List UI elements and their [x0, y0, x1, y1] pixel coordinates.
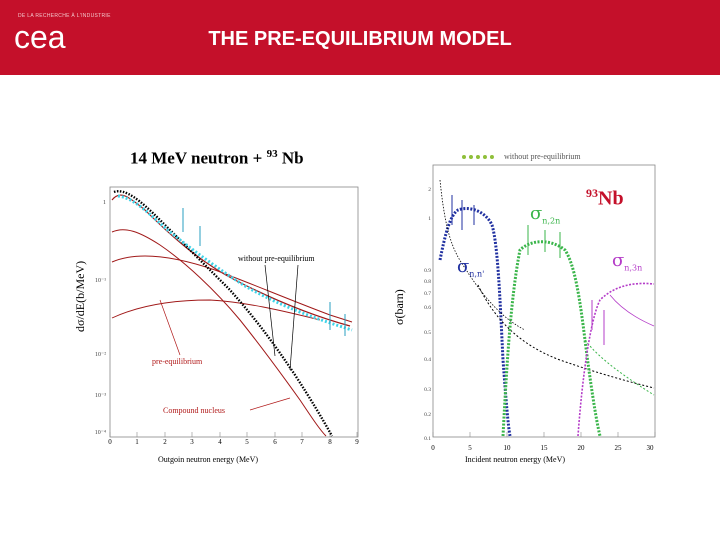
left-ytick-3: 10⁻³: [95, 393, 106, 399]
right-x-ticks: [432, 432, 656, 437]
right-xtick-1: 5: [468, 444, 472, 452]
right-data-errorbars-blue: [451, 195, 475, 230]
right-plot-legend: without pre-equilibrium: [462, 152, 581, 161]
right-xtick-2: 10: [504, 444, 512, 452]
label-sigma-n2n: σn,2n: [530, 203, 560, 226]
left-xtick-5: 5: [245, 438, 249, 446]
right-curve-n2n-green: [501, 240, 602, 437]
right-ytick-2: 0.9: [424, 268, 431, 274]
left-ytick-1: 10⁻¹: [95, 278, 106, 284]
left-x-ticks: [109, 432, 358, 437]
right-curve-n3n-magenta-thin: [609, 294, 655, 327]
left-ytick-0: 1: [103, 200, 106, 206]
page-title: THE PRE-EQUILIBRIUM MODEL: [208, 28, 512, 50]
right-y-tick-labels: 2 1 0.9 0.8 0.7 0.6 0.5 0.4 0.3 0.2 0.1: [424, 187, 431, 442]
left-x-tick-labels: 0 1 2 3 4 5 6 7 8 9: [108, 438, 359, 446]
left-data-errorbars: [182, 208, 346, 336]
right-x-tick-labels: 0 5 10 15 20 25 30: [431, 444, 654, 452]
right-ytick-1: 1: [428, 216, 431, 222]
nucleus-symbol: Nb: [598, 187, 624, 210]
logo-text: cea: [14, 22, 66, 54]
left-ytick-4: 10⁻⁴: [95, 430, 106, 436]
nucleus-label: 93Nb: [586, 186, 624, 211]
right-ytick-10: 0.1: [424, 436, 431, 442]
header-bar: DE LA RECHERCHE À L'INDUSTRIE cea THE PR…: [0, 0, 720, 75]
left-xtick-9: 9: [355, 438, 359, 446]
left-curve-compound: [111, 229, 327, 437]
right-xtick-4: 20: [578, 444, 586, 452]
left-xtick-0: 0: [108, 438, 112, 446]
left-curve-pre-eq: [111, 255, 353, 323]
left-plot-title-element: Nb: [277, 148, 304, 168]
right-xtick-5: 25: [615, 444, 623, 452]
right-curve-nn-blue: [438, 207, 512, 437]
nucleus-mass: 93: [586, 186, 598, 200]
logo-tagline: DE LA RECHERCHE À L'INDUSTRIE: [18, 13, 111, 19]
right-ytick-3: 0.8: [424, 279, 431, 285]
left-y-tick-labels: 1 10⁻¹ 10⁻² 10⁻³ 10⁻⁴: [95, 200, 106, 436]
right-curve-n2n-green-thin: [584, 339, 655, 396]
left-curve-low: [111, 299, 321, 321]
left-xtick-1: 1: [135, 438, 139, 446]
cea-logo: cea: [14, 22, 66, 54]
label-n3n-sub: n,3n: [624, 263, 643, 273]
right-data-errorbars-green: [527, 225, 561, 258]
right-plot-ylabel: σ(barn): [392, 289, 406, 325]
left-annotation-arrows: [264, 264, 299, 371]
annotation-pre-equilibrium: pre-equilibrium: [152, 357, 203, 366]
left-red-arrows: [159, 299, 291, 411]
right-ytick-9: 0.2: [424, 412, 431, 418]
right-ytick-5: 0.6: [424, 305, 431, 311]
label-sigma-n3n: σn,3n: [612, 250, 642, 273]
right-ytick-6: 0.5: [424, 330, 431, 336]
right-curve-black-dashed: [439, 179, 526, 331]
label-nn-sub: n,n': [469, 269, 485, 279]
right-xtick-6: 30: [647, 444, 655, 452]
left-xtick-2: 2: [163, 438, 167, 446]
right-ytick-0: 2: [428, 187, 431, 193]
right-xtick-0: 0: [431, 444, 435, 452]
label-sigma-nn: σn,n': [457, 256, 484, 279]
legend-text: without pre-equilibrium: [504, 152, 581, 161]
right-ytick-7: 0.4: [424, 357, 431, 363]
label-n2n-sym: σ: [530, 203, 543, 224]
left-xtick-3: 3: [190, 438, 194, 446]
left-curve-data-cyan: [117, 194, 353, 332]
right-data-errorbars-magenta: [591, 300, 605, 345]
annotation-compound-nucleus: Compound nucleus: [163, 406, 225, 415]
label-nn-sym: σ: [457, 256, 470, 277]
left-plot-title-mass: 93: [266, 148, 278, 160]
left-plot-ylabel: dσ/dE(b/MeV): [73, 260, 87, 332]
annotation-without-pre-eq: without pre-equilibrium: [238, 254, 315, 263]
right-curve-n3n-magenta: [577, 282, 655, 437]
left-xtick-4: 4: [218, 438, 222, 446]
left-xtick-8: 8: [328, 438, 332, 446]
label-n3n-sym: σ: [612, 250, 625, 271]
left-curve-dotted: [113, 190, 334, 437]
right-plot-xlabel: Incident neutron energy (MeV): [465, 455, 566, 464]
left-ytick-2: 10⁻²: [95, 352, 106, 358]
right-ytick-4: 0.7: [424, 291, 431, 297]
left-plot-xlabel: Outgoin neutron energy (MeV): [158, 455, 259, 464]
label-n2n-sub: n,2n: [542, 216, 561, 226]
right-xtick-3: 15: [541, 444, 549, 452]
right-curve-nn-black: [477, 284, 655, 389]
right-ytick-8: 0.3: [424, 387, 431, 393]
left-plot-title-main: 14 MeV neutron +: [130, 148, 267, 168]
legend-dotted-line: [462, 155, 494, 160]
left-plot-title: 14 MeV neutron + 93 Nb: [130, 148, 304, 169]
left-plot-frame: [109, 186, 359, 438]
left-xtick-7: 7: [300, 438, 304, 446]
left-xtick-6: 6: [273, 438, 277, 446]
